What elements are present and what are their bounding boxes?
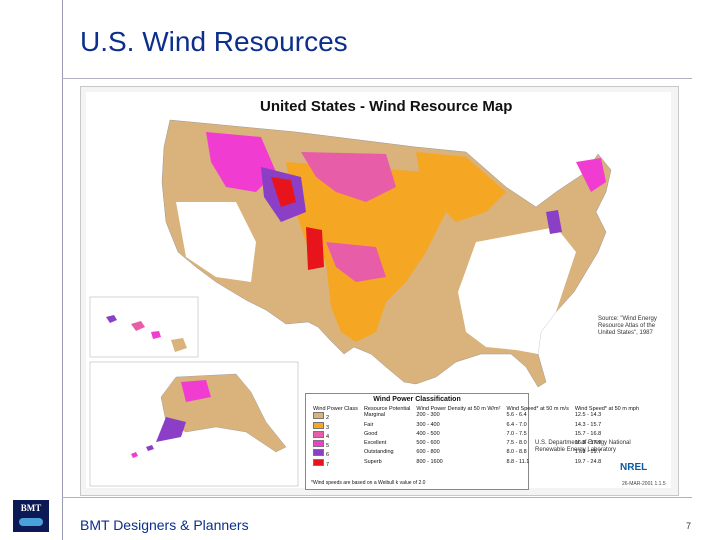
legend-speed-ms: 6.4 - 7.0 [506, 421, 527, 428]
legend-header-row: Wind Power Class Resource Potential Wind… [310, 406, 642, 412]
legend-class: 7 [326, 461, 330, 468]
legend-row: 2 Marginal 200 - 300 5.6 - 6.4 12.5 - 14.3 [310, 412, 642, 421]
hawaii-inset [89, 296, 199, 358]
legend-note: *Wind speeds are based on a Weibull k va… [311, 480, 426, 486]
fair-region-central [286, 162, 446, 302]
good-region-south-plains [326, 242, 386, 282]
legend-density: 800 - 1600 [416, 458, 443, 465]
legend-density: 500 - 600 [416, 440, 440, 447]
legend-speed-ms: 7.5 - 8.0 [506, 440, 527, 447]
superb-region-colorado [306, 227, 324, 270]
legend-class: 3 [326, 424, 330, 431]
outstanding-region-appalachia [546, 210, 562, 234]
legend-row: 5 Excellent 500 - 600 7.5 - 8.0 16.8 - 17.9 [310, 440, 642, 449]
poor-region-southeast [458, 227, 576, 354]
legend-header: Wind Speed* at 50 m m/s [506, 406, 569, 412]
wind-power-legend: Wind Power Classification Wind Power Cla… [305, 393, 639, 490]
title-divider [62, 78, 692, 79]
legend-swatch [313, 412, 324, 420]
legend-class: 5 [326, 443, 330, 450]
legend-speed-mph: 12.5 - 14.3 [574, 412, 602, 419]
legend-row: 6 Outstanding 600 - 800 8.0 - 8.8 17.9 - 19.… [310, 449, 642, 458]
superb-region-wyoming [271, 177, 296, 207]
slide-left-rule [62, 0, 63, 540]
legend-header: Wind Power Density at 50 m W/m² [416, 406, 501, 412]
legend-header: Wind Power Class [313, 406, 358, 412]
page-number: 7 [686, 521, 692, 531]
legend-swatch [313, 440, 324, 448]
footer-company: BMT Designers & Planners [80, 517, 249, 533]
legend-speed-mph: 17.9 - 19.7 [574, 449, 602, 456]
legend-row: 7 Superb 800 - 1600 8.8 - 11.1 19.7 - 24.8 [310, 458, 642, 468]
legend-class: 2 [326, 415, 330, 422]
slide-title: U.S. Wind Resources [80, 26, 348, 57]
wave-icon [19, 518, 43, 526]
legend-header: Resource Potential [363, 406, 411, 412]
legend-speed-mph: 19.7 - 24.8 [574, 458, 602, 465]
agency-credit: U.S. Department of Energy National Renew… [535, 440, 631, 453]
legend-swatch [313, 449, 324, 457]
nrel-logo: NREL [620, 462, 648, 473]
legend-class: 4 [326, 433, 330, 440]
legend-header: Wind Speed* at 50 m mph [574, 406, 640, 412]
legend-swatch [313, 430, 324, 438]
fair-region-great-lakes [416, 152, 506, 222]
legend-speed-mph: 15.7 - 16.8 [574, 430, 602, 437]
legend-speed-mph: 14.3 - 15.7 [574, 421, 602, 428]
legend-potential: Good [363, 430, 378, 437]
fair-region-texas [326, 262, 386, 342]
legend-speed-ms: 5.6 - 6.4 [506, 412, 527, 419]
legend-speed-mph: 16.8 - 17.9 [574, 440, 602, 447]
legend-title: Wind Power Classification [373, 396, 461, 403]
logo-text: BMT [20, 503, 42, 513]
legend-density: 300 - 400 [416, 421, 440, 428]
legend-potential: Outstanding [363, 449, 394, 456]
excellent-region-north [206, 132, 276, 192]
good-region-plains [301, 152, 396, 202]
bmt-logo: BMT [13, 500, 49, 532]
legend-speed-ms: 8.0 - 8.8 [506, 449, 527, 456]
map-title: United States - Wind Resource Map [260, 98, 513, 115]
legend-swatch [313, 421, 324, 429]
legend-potential: Excellent [363, 440, 387, 447]
legend-density: 600 - 800 [416, 449, 440, 456]
alaska-inset [89, 361, 299, 487]
legend-density: 200 - 300 [416, 412, 440, 419]
legend-potential: Superb [363, 458, 382, 465]
legend-table: Wind Power Class Resource Potential Wind… [310, 406, 642, 468]
legend-density: 400 - 500 [416, 430, 440, 437]
excellent-region-northeast [576, 158, 606, 192]
poor-region-west [176, 202, 256, 282]
map-date-stamp: 26-MAR-2001 1.1.5 [622, 481, 666, 487]
map-source: Source: "Wind Energy Resource Atlas of t… [598, 316, 657, 336]
legend-potential: Fair [363, 421, 374, 428]
legend-class: 6 [326, 452, 330, 459]
legend-potential: Marginal [363, 412, 386, 419]
legend-swatch [313, 458, 324, 466]
footer-divider [62, 497, 692, 498]
legend-speed-ms: 7.0 - 7.5 [506, 430, 527, 437]
legend-speed-ms: 8.8 - 11.1 [506, 458, 530, 465]
legend-row: 3 Fair 300 - 400 6.4 - 7.0 14.3 - 15.7 [310, 421, 642, 431]
map-graphic [89, 119, 612, 487]
legend-row: 4 Good 400 - 500 7.0 - 7.5 15.7 - 16.8 [310, 430, 642, 440]
